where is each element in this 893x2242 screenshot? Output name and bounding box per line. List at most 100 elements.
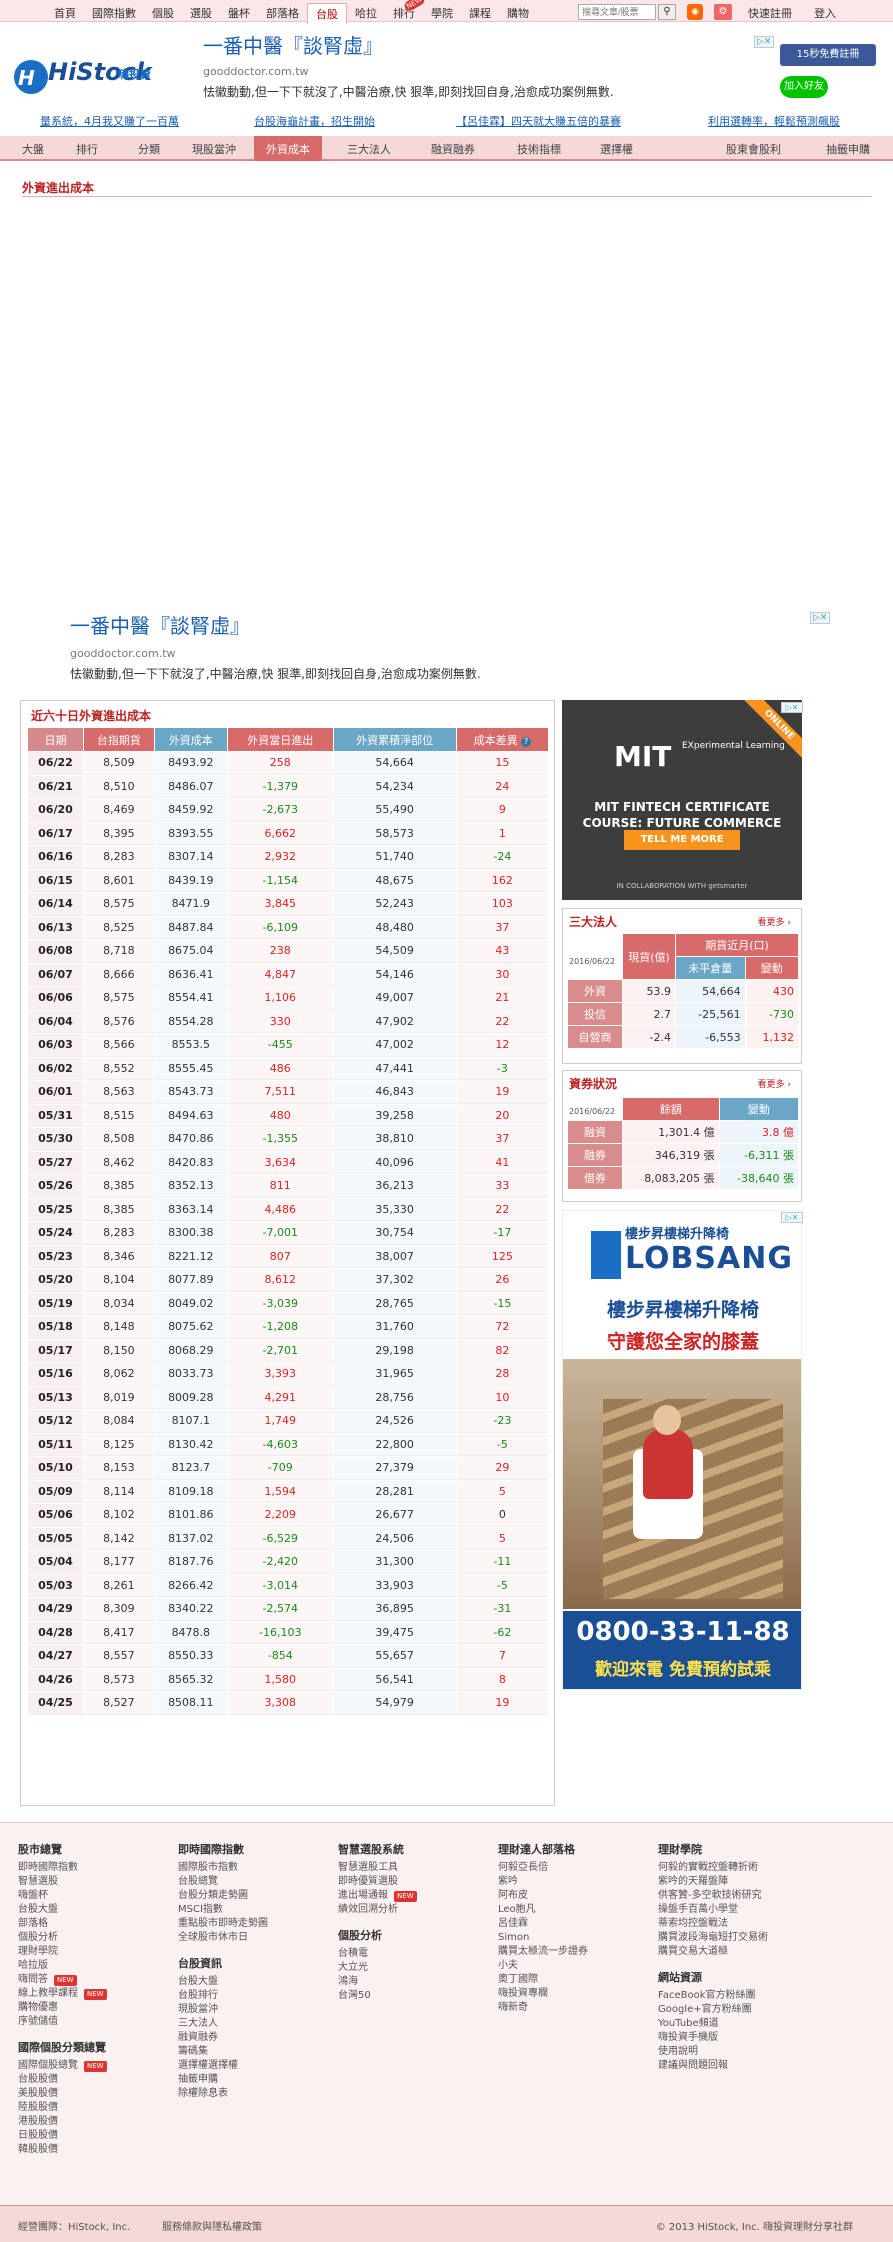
footer-link[interactable]: 何毅亞長倍 xyxy=(498,1861,658,1875)
footer-link[interactable]: 港股股價 xyxy=(18,2115,178,2129)
footer-link[interactable]: 籌碼集 xyxy=(178,2045,338,2059)
ad-choices-icon[interactable]: ▷✕ xyxy=(754,36,775,48)
ad-headline[interactable]: 一番中醫『談腎虛』 xyxy=(203,34,383,58)
footer-link[interactable]: 供客贊-多空軟技術研究 xyxy=(658,1889,818,1903)
top-nav-item[interactable]: 哈拉 xyxy=(355,7,377,20)
settings-button[interactable]: ⚙ xyxy=(714,4,732,20)
footer-link[interactable]: 除權除息表 xyxy=(178,2087,338,2101)
register-link[interactable]: 快速註冊 xyxy=(748,7,792,20)
footer-link[interactable]: 融資融券 xyxy=(178,2031,338,2045)
footer-link[interactable]: 何毅的實戰控盤轉折術 xyxy=(658,1861,818,1875)
footer-link[interactable]: 奧丁國際 xyxy=(498,1973,658,1987)
main-nav-item[interactable]: 三大法人 xyxy=(347,143,391,156)
footer-link[interactable]: 美股股價 xyxy=(18,2087,178,2101)
footer-link[interactable]: 選擇權選擇權 xyxy=(178,2059,338,2073)
footer-link[interactable]: Google+官方粉絲團 xyxy=(658,2003,818,2017)
see-more-link[interactable]: 看更多 › xyxy=(758,1077,792,1090)
ad-choices-icon[interactable]: ▷✕ xyxy=(781,702,803,713)
top-text-ad[interactable]: 一番中醫『談腎虛』 gooddoctor.com.tw 怯徽動動,但一下下就沒了… xyxy=(203,30,783,100)
footer-link[interactable]: 績效回溯分析 xyxy=(338,1903,498,1917)
footer-link[interactable]: 個股分析 xyxy=(18,1931,178,1945)
footer-link[interactable]: FaceBook官方粉絲團 xyxy=(658,1989,818,2003)
footer-link[interactable]: 現股當沖 xyxy=(178,2003,338,2017)
footer-link[interactable]: 台股大盤 xyxy=(18,1903,178,1917)
footer-link[interactable]: 三大法人 xyxy=(178,2017,338,2031)
footer-link[interactable]: 購買太極流一步證券 xyxy=(498,1945,658,1959)
footer-link[interactable]: 紫吟 xyxy=(498,1875,658,1889)
rss-button[interactable]: ◉ xyxy=(687,4,703,20)
column-header[interactable]: 外資成本 xyxy=(154,728,227,751)
main-nav-item[interactable]: 分類 xyxy=(138,143,160,156)
column-header[interactable]: 日期 xyxy=(28,728,83,751)
column-header[interactable]: 外資累積淨部位 xyxy=(333,728,456,751)
top-nav-item[interactable]: 首頁 xyxy=(54,7,76,20)
footer-link[interactable]: 全球股市休市日 xyxy=(178,1931,338,1945)
top-nav-item[interactable]: 個股 xyxy=(152,7,174,20)
footer-link[interactable]: 嗨投資手機版 xyxy=(658,2031,818,2045)
footer-link[interactable]: 購買波段海龜短打交易術 xyxy=(658,1931,818,1945)
footer-link[interactable]: 台股排行 xyxy=(178,1989,338,2003)
footer-link[interactable]: 台股大盤 xyxy=(178,1975,338,1989)
main-nav-item[interactable]: 股東會股利 xyxy=(726,143,781,156)
footer-link[interactable]: 購物優惠 xyxy=(18,2001,178,2015)
main-nav-item[interactable]: 技術指標 xyxy=(517,143,561,156)
promo-link[interactable]: 【呂佳霖】四天就大賺五倍的暴賽 xyxy=(456,115,621,128)
footer-link[interactable]: 操盤手百萬小學堂 xyxy=(658,1903,818,1917)
footer-link[interactable]: 呂佳霖 xyxy=(498,1917,658,1931)
footer-link[interactable]: 台股股價 xyxy=(18,2073,178,2087)
top-nav-item[interactable]: 課程 xyxy=(469,7,491,20)
main-nav-item-active[interactable]: 外資成本 xyxy=(254,136,322,161)
footer-link[interactable]: 台股分類走勢圖 xyxy=(178,1889,338,1903)
footer-link[interactable]: 即時優質選股 xyxy=(338,1875,498,1889)
main-nav-item[interactable]: 融資融券 xyxy=(431,143,475,156)
footer-link[interactable]: 阿布皮 xyxy=(498,1889,658,1903)
ad-choices-icon[interactable]: ▷✕ xyxy=(810,612,831,624)
stairlift-banner-ad[interactable]: 樓步昇樓梯升降椅 LOBSANG 樓步昇樓梯升降椅 守護您全家的膝蓋 0800-… xyxy=(562,1210,802,1690)
ad-choices-icon[interactable]: ▷✕ xyxy=(781,1212,803,1223)
promo-link[interactable]: 量系統，4月我又賺了一百萬 xyxy=(40,115,179,128)
footer-link[interactable]: 韓股股價 xyxy=(18,2143,178,2157)
ad-headline[interactable]: 一番中醫『談腎虛』 xyxy=(70,614,250,638)
phone-number[interactable]: 0800-33-11-88 xyxy=(563,1611,801,1653)
top-nav-item-active[interactable]: 台股 xyxy=(307,3,347,24)
footer-link[interactable]: 紫吟的天羅盤陣 xyxy=(658,1875,818,1889)
mid-text-ad[interactable]: 一番中醫『談腎虛』 gooddoctor.com.tw 怯徽動動,但一下下就沒了… xyxy=(70,610,830,682)
footer-link[interactable]: Leo胞凡 xyxy=(498,1903,658,1917)
footer-link[interactable]: 台積電 xyxy=(338,1947,498,1961)
footer-link[interactable]: 理財學院 xyxy=(18,1945,178,1959)
footer-link[interactable]: 進出場通報 NEW xyxy=(338,1889,498,1903)
site-logo[interactable]: H HiStock 嗨投資 xyxy=(14,52,162,98)
footer-link[interactable]: 嗨問答 NEW xyxy=(18,1973,178,1987)
footer-link[interactable]: MSCI指數 xyxy=(178,1903,338,1917)
top-nav-item[interactable]: 盤杯 xyxy=(228,7,250,20)
see-more-link[interactable]: 看更多 › xyxy=(758,915,792,928)
terms-link[interactable]: 服務條款與隱私權政策 xyxy=(162,2222,262,2233)
column-header[interactable]: 台指期貨 xyxy=(83,728,154,751)
top-nav-item[interactable]: 購物 xyxy=(507,7,529,20)
tell-me-more-button[interactable]: TELL ME MORE xyxy=(624,830,740,850)
help-icon[interactable]: ? xyxy=(521,736,532,747)
footer-link[interactable]: 嗨新奇 xyxy=(498,2001,658,2015)
footer-link[interactable]: 小夫 xyxy=(498,1959,658,1973)
footer-link[interactable]: YouTube頻道 xyxy=(658,2017,818,2031)
footer-link[interactable]: 購買交易大道極 xyxy=(658,1945,818,1959)
cta-text[interactable]: 歡迎來電 免費預約試乘 xyxy=(563,1653,801,1689)
footer-link[interactable]: 國際股市指數 xyxy=(178,1861,338,1875)
footer-link[interactable]: 大立光 xyxy=(338,1961,498,1975)
footer-link[interactable]: 建議與問題回報 xyxy=(658,2059,818,2073)
footer-link[interactable]: 嗨投資專欄 xyxy=(498,1987,658,2001)
column-header[interactable]: 成本差異 ? xyxy=(456,728,548,751)
line-add-friend-button[interactable]: 加入好友 xyxy=(780,76,828,98)
column-header[interactable]: 外資當日進出 xyxy=(227,728,333,751)
top-nav-item[interactable]: 選股 xyxy=(190,7,212,20)
footer-link[interactable]: 台股總覽 xyxy=(178,1875,338,1889)
promo-link[interactable]: 台股海龜計畫，招生開始 xyxy=(254,115,375,128)
footer-link[interactable]: 重點股市即時走勢圖 xyxy=(178,1917,338,1931)
footer-link[interactable]: 序號儲值 xyxy=(18,2015,178,2029)
footer-link[interactable]: 日股股價 xyxy=(18,2129,178,2143)
main-nav-item[interactable]: 現股當沖 xyxy=(192,143,236,156)
login-link[interactable]: 登入 xyxy=(814,7,836,20)
search-input[interactable] xyxy=(578,4,656,20)
footer-link[interactable]: 智慧選股 xyxy=(18,1875,178,1889)
search-button[interactable]: ⚲ xyxy=(658,4,676,20)
